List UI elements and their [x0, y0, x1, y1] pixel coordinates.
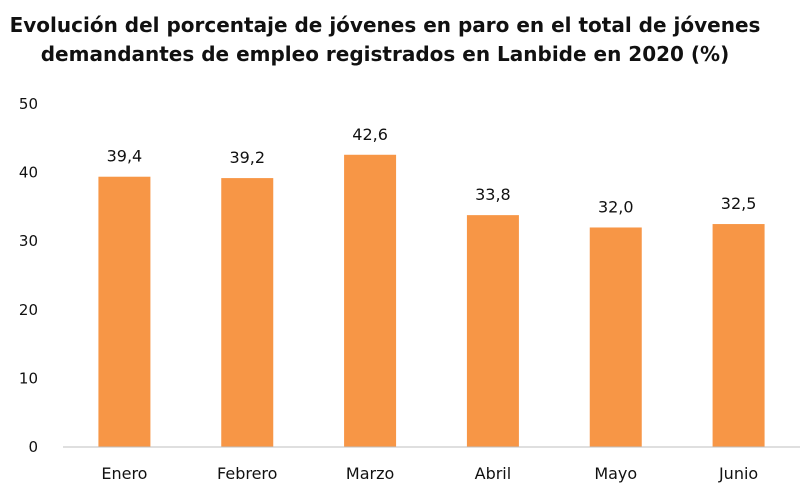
x-tick-label: Junio	[718, 464, 758, 483]
chart-title: Evolución del porcentaje de jóvenes en p…	[10, 13, 761, 66]
x-tick-label: Marzo	[346, 464, 394, 483]
bar-febrero	[221, 178, 274, 447]
data-label: 32,5	[721, 194, 757, 213]
data-label: 39,2	[229, 148, 265, 167]
x-tick-label: Mayo	[594, 464, 637, 483]
x-tick-label: Abril	[475, 464, 512, 483]
bar-abril	[466, 215, 519, 447]
y-tick-label: 40	[19, 164, 38, 182]
y-tick-label: 10	[19, 369, 38, 387]
data-label: 39,4	[107, 147, 143, 166]
y-tick-label: 30	[19, 232, 38, 250]
chart-title-line-1: Evolución del porcentaje de jóvenes en p…	[10, 13, 761, 37]
data-label: 32,0	[598, 197, 634, 216]
x-axis: Enero Febrero Marzo Abril Mayo Junio	[63, 446, 800, 483]
bar-enero	[98, 176, 151, 447]
data-label: 33,8	[475, 185, 511, 204]
y-tick-label: 0	[28, 438, 38, 456]
bar-series	[98, 154, 765, 447]
data-label: 42,6	[352, 125, 388, 144]
x-tick-label: Enero	[101, 464, 147, 483]
bar-marzo	[344, 154, 397, 447]
y-axis: 0 10 20 30 40 50	[19, 95, 38, 456]
bar-mayo	[589, 227, 642, 447]
y-tick-label: 20	[19, 301, 38, 319]
bar-junio	[712, 224, 765, 447]
x-tick-label: Febrero	[217, 464, 277, 483]
data-labels: 39,4 39,2 42,6 33,8 32,0 32,5	[107, 125, 757, 217]
y-tick-label: 50	[19, 95, 38, 113]
chart-title-line-2: demandantes de empleo registrados en Lan…	[41, 42, 730, 66]
